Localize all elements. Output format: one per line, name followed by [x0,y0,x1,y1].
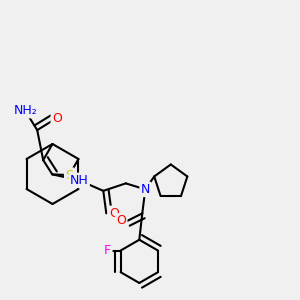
Text: O: O [52,112,62,124]
Text: O: O [116,214,126,227]
Text: F: F [104,244,111,257]
Text: O: O [109,207,119,220]
Text: NH₂: NH₂ [13,104,37,117]
Text: S: S [65,169,73,182]
Text: N: N [141,183,150,196]
Text: NH: NH [70,174,89,187]
